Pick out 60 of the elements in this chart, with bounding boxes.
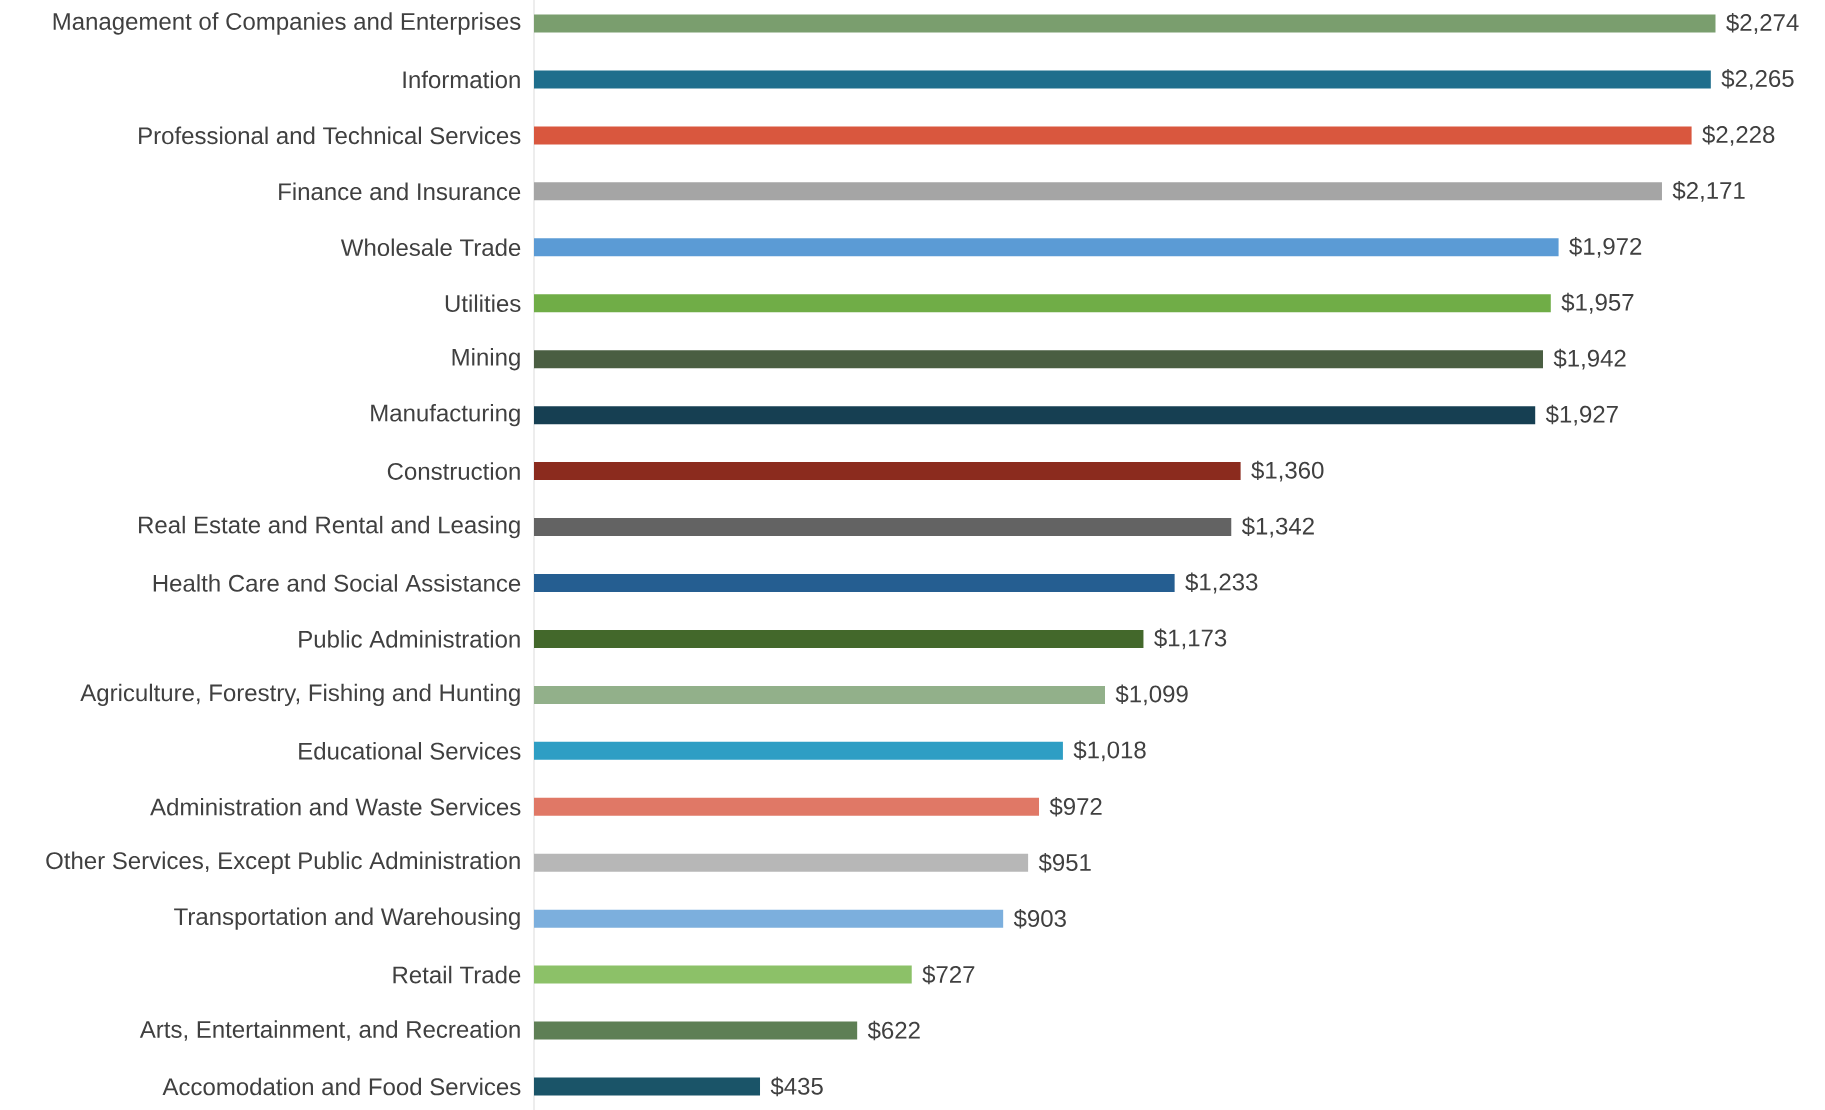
data-label: $1,173 [1154,628,1227,650]
data-label: $1,018 [1073,740,1146,762]
data-label: $1,360 [1251,460,1324,482]
y-tick-label: Real Estate and Rental and Leasing [139,515,520,539]
data-label: $903 [1013,908,1066,929]
bar [534,1077,761,1096]
data-label: $435 [770,1076,823,1097]
data-label: $951 [1038,853,1091,873]
y-tick-label: Retail Trade [393,965,521,984]
y-tick-label: Other Services, Except Public Administration [46,851,520,874]
data-label: $727 [922,964,975,985]
y-tick-label: Health Care and Social Assistance [153,574,521,592]
bar [534,70,1711,89]
bar [534,294,1551,313]
data-label: $1,099 [1115,684,1188,706]
data-label: $972 [1049,797,1102,817]
y-tick-label: Professional and Technical Services [139,126,521,145]
bar [534,462,1241,481]
data-label: $2,274 [1726,13,1799,34]
data-label: $622 [867,1020,920,1041]
y-tick-label: Information [403,70,520,89]
data-label: $1,342 [1241,516,1314,538]
bar [534,350,1543,369]
bar [534,518,1232,537]
y-tick-label: Mining [452,348,520,371]
bar [534,238,1559,257]
bar [534,406,1536,425]
y-tick-label: Public Administration [299,630,520,648]
y-tick-label: Utilities [445,294,521,313]
y-tick-label: Educational Services [299,742,521,760]
data-label: $2,265 [1721,69,1794,90]
y-tick-label: Transportation and Warehousing [174,907,520,930]
data-label: $1,957 [1561,292,1634,314]
bar [534,965,912,984]
y-tick-label: Arts, Entertainment, and Recreation [139,1020,520,1041]
data-label: $1,972 [1569,236,1642,258]
bar [534,126,1692,145]
bar [534,182,1662,201]
y-tick-label: Accomodation and Food Services [162,1077,521,1096]
bar [534,14,1716,33]
data-label: $2,171 [1672,180,1745,202]
data-label: $2,228 [1702,124,1775,146]
data-label: $1,927 [1545,404,1618,426]
bar [534,853,1029,872]
bar [534,685,1105,704]
bar [534,629,1144,648]
y-tick-label: Manufacturing [371,403,520,427]
y-tick-label: Wholesale Trade [340,238,521,257]
bar [534,741,1063,760]
y-tick-label: Agriculture, Forestry, Fishing and Hunting [80,683,520,707]
data-label: $1,233 [1185,572,1258,594]
bar [534,1021,858,1040]
bar [534,797,1040,816]
y-tick-label: Finance and Insurance [279,182,521,201]
bar [534,573,1175,592]
y-tick-label: Construction [387,462,520,480]
y-tick-label: Management of Companies and Enterprises [53,12,521,35]
y-tick-label: Administration and Waste Services [150,797,521,816]
bar [534,909,1004,928]
data-label: $1,942 [1553,348,1626,370]
